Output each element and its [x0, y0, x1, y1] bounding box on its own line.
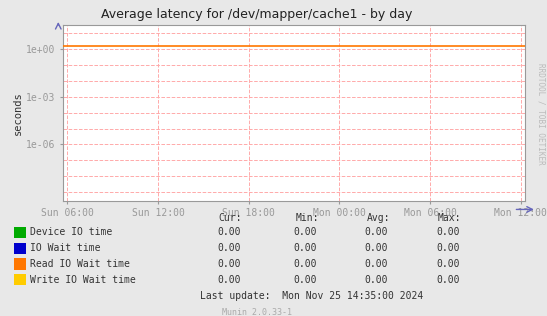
Text: Min:: Min: [295, 213, 319, 223]
Text: Munin 2.0.33-1: Munin 2.0.33-1 [222, 308, 292, 316]
Text: Last update:  Mon Nov 25 14:35:00 2024: Last update: Mon Nov 25 14:35:00 2024 [200, 291, 423, 301]
Text: Read IO Wait time: Read IO Wait time [30, 259, 130, 269]
Text: 0.00: 0.00 [217, 275, 241, 285]
Text: RRDTOOL / TOBI OETIKER: RRDTOOL / TOBI OETIKER [537, 63, 546, 165]
Text: Cur:: Cur: [219, 213, 242, 223]
Text: 0.00: 0.00 [365, 227, 388, 237]
Text: Write IO Wait time: Write IO Wait time [30, 275, 136, 285]
Text: 0.00: 0.00 [217, 243, 241, 253]
Text: 0.00: 0.00 [217, 259, 241, 269]
Text: 0.00: 0.00 [294, 243, 317, 253]
Text: 0.00: 0.00 [365, 275, 388, 285]
Text: 0.00: 0.00 [365, 243, 388, 253]
Y-axis label: seconds: seconds [13, 91, 23, 135]
Text: Average latency for /dev/mapper/cache1 - by day: Average latency for /dev/mapper/cache1 -… [101, 8, 413, 21]
Text: 0.00: 0.00 [436, 227, 459, 237]
Text: Avg:: Avg: [366, 213, 390, 223]
Text: Device IO time: Device IO time [30, 227, 112, 237]
Text: 0.00: 0.00 [436, 243, 459, 253]
Text: 0.00: 0.00 [294, 259, 317, 269]
Text: 0.00: 0.00 [217, 227, 241, 237]
Text: Max:: Max: [438, 213, 461, 223]
Text: IO Wait time: IO Wait time [30, 243, 101, 253]
Text: 0.00: 0.00 [294, 227, 317, 237]
Text: 0.00: 0.00 [436, 275, 459, 285]
Text: 0.00: 0.00 [365, 259, 388, 269]
Text: 0.00: 0.00 [436, 259, 459, 269]
Text: 0.00: 0.00 [294, 275, 317, 285]
